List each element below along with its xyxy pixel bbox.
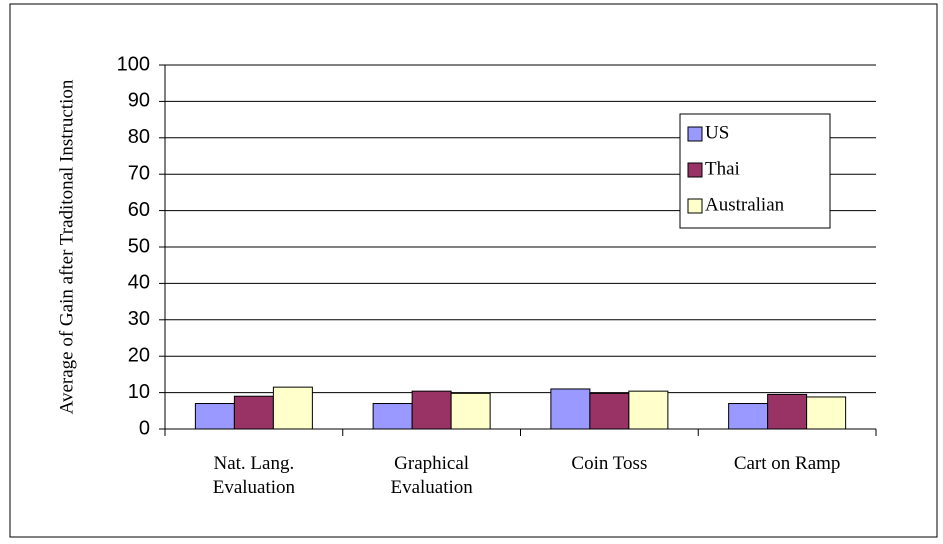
y-tick-label: 60 [128,199,150,221]
bar [372,403,413,430]
legend-box [679,113,831,229]
legend-swatch [687,198,703,214]
legend-label: Thai [705,158,740,179]
legend-swatch [687,126,703,142]
bar [589,392,630,430]
y-axis-label: Average of Gain after Traditonal Instruc… [56,79,77,414]
y-tick-label: 90 [128,90,150,112]
y-tick-label: 50 [128,235,150,257]
y-tick-label: 80 [128,126,150,148]
bar [272,386,313,430]
x-tick-label: Graphical Evaluation [390,453,473,498]
bar [728,403,769,430]
bar [628,390,669,430]
bar [411,390,452,430]
y-tick-label: 0 [139,417,150,439]
y-tick-label: 70 [128,162,150,184]
y-tick-label: 40 [128,272,150,294]
legend-label: US [705,122,729,143]
y-tick-label: 10 [128,381,150,403]
bar [233,395,274,430]
legend-swatch [687,162,703,178]
y-tick-label: 30 [128,308,150,330]
x-tick-label: Coin Toss [571,453,648,474]
bar [194,403,235,430]
y-tick-label: 100 [117,53,150,75]
bar [550,388,591,430]
bar [450,392,491,430]
y-tick-label: 20 [128,344,150,366]
bar [767,393,808,430]
x-tick-label: Cart on Ramp [733,453,841,474]
legend-label: Australian [705,194,785,215]
bar [806,396,847,430]
x-tick-label: Nat. Lang. Evaluation [212,453,296,498]
